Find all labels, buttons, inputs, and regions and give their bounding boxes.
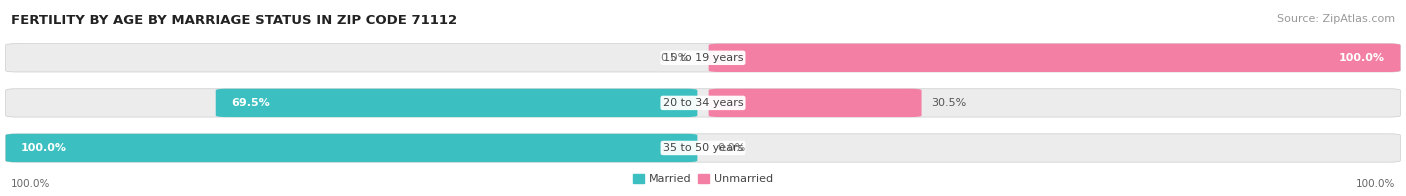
Text: 30.5%: 30.5% — [931, 98, 967, 108]
Text: 100.0%: 100.0% — [11, 179, 51, 189]
Text: 100.0%: 100.0% — [1355, 179, 1395, 189]
Text: 0.0%: 0.0% — [717, 143, 745, 153]
Text: FERTILITY BY AGE BY MARRIAGE STATUS IN ZIP CODE 71112: FERTILITY BY AGE BY MARRIAGE STATUS IN Z… — [11, 14, 457, 27]
Text: 20 to 34 years: 20 to 34 years — [662, 98, 744, 108]
Legend: Married, Unmarried: Married, Unmarried — [628, 169, 778, 189]
Text: 100.0%: 100.0% — [21, 143, 67, 153]
Text: 15 to 19 years: 15 to 19 years — [662, 53, 744, 63]
Text: 100.0%: 100.0% — [1339, 53, 1385, 63]
Text: 69.5%: 69.5% — [231, 98, 270, 108]
Text: 35 to 50 years: 35 to 50 years — [662, 143, 744, 153]
Text: Source: ZipAtlas.com: Source: ZipAtlas.com — [1277, 14, 1395, 24]
Text: 0.0%: 0.0% — [661, 53, 689, 63]
